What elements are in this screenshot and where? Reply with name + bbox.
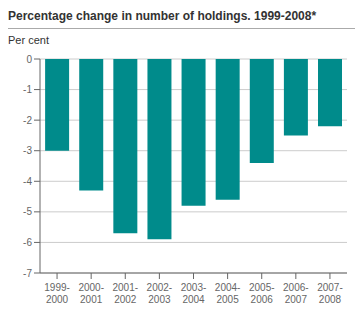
svg-text:2001-2002: 2001-2002 (112, 282, 138, 305)
svg-text:-1: -1 (23, 84, 32, 95)
svg-text:-2: -2 (23, 115, 32, 126)
svg-text:2004-2005: 2004-2005 (215, 282, 241, 305)
html-text:Per cent: Per cent (8, 34, 49, 46)
svg-text:2006-2007: 2006-2007 (283, 282, 309, 305)
svg-text:2003-2004: 2003-2004 (181, 282, 207, 305)
svg-text:2007-2008: 2007-2008 (317, 282, 343, 305)
svg-text:-3: -3 (23, 145, 32, 156)
svg-text:-6: -6 (23, 237, 32, 248)
svg-text:1999-2000: 1999-2000 (44, 282, 70, 305)
svg-text:-4: -4 (23, 176, 32, 187)
svg-text:0: 0 (26, 54, 32, 65)
svg-text:2000-2001: 2000-2001 (78, 282, 104, 305)
svg-text:-5: -5 (23, 206, 32, 217)
html-text:Percentage change in number of: Percentage change in number of holdings.… (8, 9, 317, 23)
svg-text:2005-2006: 2005-2006 (249, 282, 275, 305)
svg-text:2002-2003: 2002-2003 (147, 282, 173, 305)
svg-text:-7: -7 (23, 268, 32, 279)
